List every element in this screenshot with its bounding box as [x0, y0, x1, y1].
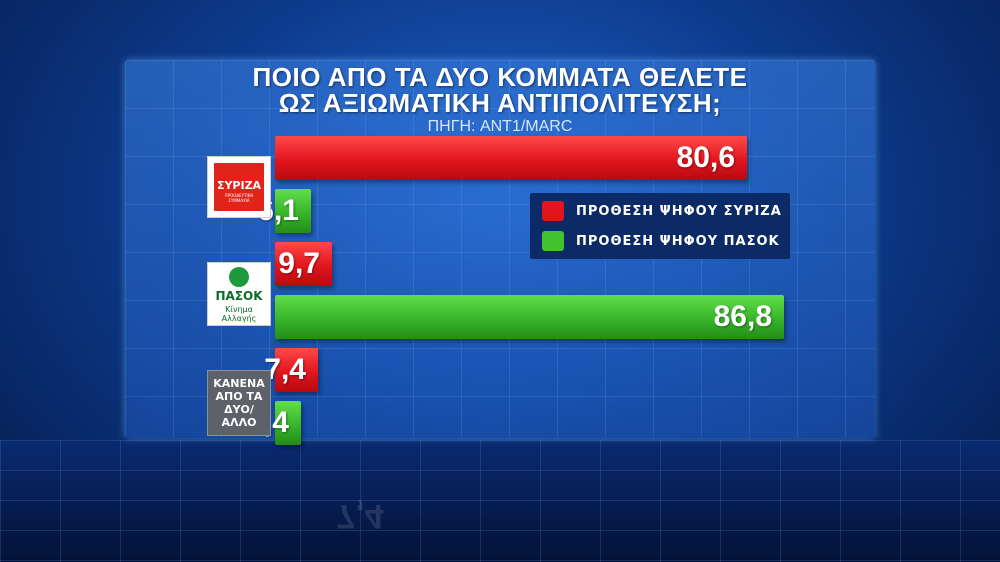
bar-value-label: 9,7	[278, 247, 320, 280]
legend-swatch-red	[542, 201, 564, 221]
syriza-logo: ΣΥΡΙΖΑ ΠΡΟΟΔΕΥΤΙΚΗ ΣΥΜΜΑΧΙΑ	[207, 156, 271, 218]
bar-value-label: 86,8	[713, 300, 772, 333]
bar-value-label: 80,6	[676, 141, 735, 174]
reflection-text: 7,4	[336, 497, 384, 535]
bar-syriza-vote-2: 7,4	[264, 348, 318, 392]
floor-grid	[0, 440, 1000, 562]
bar-syriza-vote-1: 9,7	[275, 242, 332, 286]
legend-label-pasok: ΠΡΟΘΕΣΗ ΨΗΦΟΥ ΠΑΣΟΚ	[576, 233, 780, 249]
syriza-logo-subtitle: ΠΡΟΟΔΕΥΤΙΚΗ ΣΥΜΜΑΧΙΑ	[224, 193, 254, 203]
pasok-logo-name: ΠΑΣΟΚ	[215, 289, 263, 303]
floor	[0, 440, 1000, 562]
legend-swatch-green	[542, 231, 564, 251]
pasok-logo-subtitle: Κίνημα Αλλαγής	[221, 305, 257, 323]
bar-pasok-vote-2: 4,4	[247, 401, 301, 445]
none-category-label: ΚΑΝΕΝΑ ΑΠΟ ΤΑ ΔΥΟ/ ΑΛΛΟ	[207, 370, 271, 436]
bar-pasok-vote-1: 86,8	[275, 295, 784, 339]
bar-syriza-vote-0: 80,6	[275, 136, 747, 180]
syriza-logo-name: ΣΥΡΙΖΑ	[216, 179, 262, 192]
legend-item-syriza: ΠΡΟΘΕΣΗ ΨΗΦΟΥ ΣΥΡΙΖΑ	[542, 201, 782, 221]
pasok-sun-icon	[229, 267, 249, 287]
bar-pasok-vote-0: 6,1	[257, 189, 311, 233]
chart-source: ΠΗΓΗ: ANT1/MARC	[427, 118, 573, 135]
bar-value-label: 7,4	[264, 353, 306, 386]
legend-label-syriza: ΠΡΟΘΕΣΗ ΨΗΦΟΥ ΣΥΡΙΖΑ	[576, 203, 782, 219]
pasok-logo: ΠΑΣΟΚ Κίνημα Αλλαγής	[207, 262, 271, 326]
legend-item-pasok: ΠΡΟΘΕΣΗ ΨΗΦΟΥ ΠΑΣΟΚ	[542, 231, 780, 251]
chart-title-line-1: ΠΟΙΟ ΑΠΟ ΤΑ ΔΥΟ ΚΟΜΜΑΤΑ ΘΕΛΕΤΕ	[252, 62, 748, 92]
chart-title-line-2: ΩΣ ΑΞΙΩΜΑΤΙΚΗ ΑΝΤΙΠΟΛΙΤΕΥΣΗ;	[278, 88, 722, 118]
legend: ΠΡΟΘΕΣΗ ΨΗΦΟΥ ΣΥΡΙΖΑ ΠΡΟΘΕΣΗ ΨΗΦΟΥ ΠΑΣΟΚ	[530, 193, 790, 259]
